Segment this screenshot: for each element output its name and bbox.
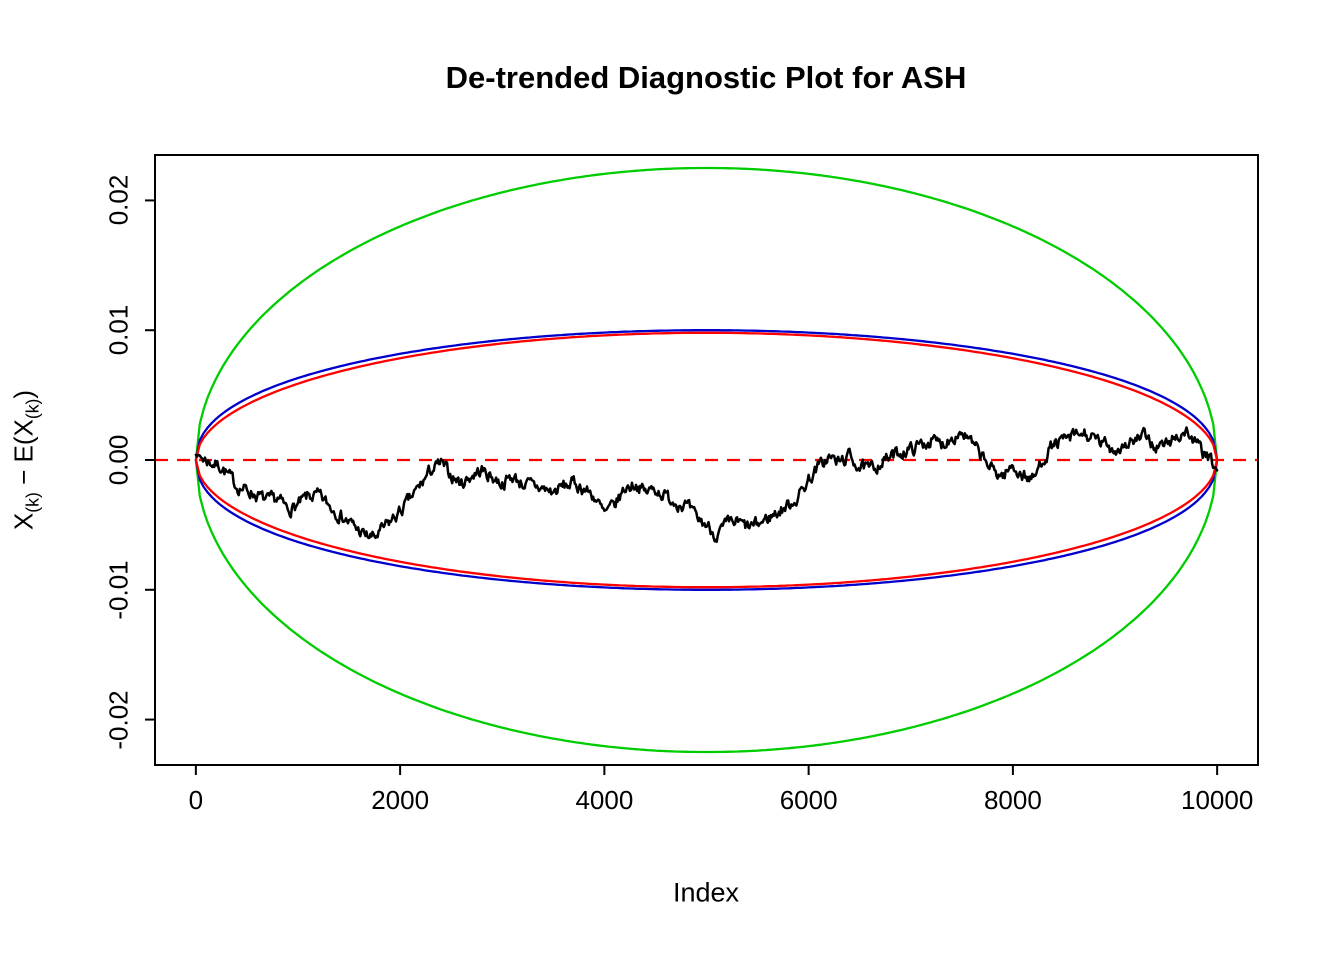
x-tick-label: 6000: [779, 785, 838, 815]
y-tick-label: 0.00: [103, 434, 134, 486]
ylabel-text: − E(X: [8, 419, 39, 493]
ylabel-text: X: [8, 512, 39, 531]
y-tick-label: 0.02: [103, 175, 134, 226]
chart-title: De-trended Diagnostic Plot for ASH: [445, 60, 967, 95]
detrended-order-statistics-line: [194, 426, 1219, 544]
ylabel-subscript: (k): [22, 398, 43, 420]
red-ellipse: [194, 331, 1219, 589]
x-tick-label: 0: [188, 785, 204, 815]
x-tick-label: 8000: [983, 785, 1042, 815]
y-tick-label: -0.01: [103, 560, 134, 620]
x-tick-label: 4000: [575, 785, 634, 815]
y-tick-label: -0.02: [103, 689, 134, 750]
ylabel-subscript: (k): [22, 492, 43, 513]
y-axis-label: X(k) − E(X(k)): [8, 390, 43, 530]
x-axis-label: Index: [672, 877, 740, 908]
ylabel-text: ): [8, 389, 39, 399]
x-tick-label: 10000: [1180, 785, 1254, 815]
x-tick-label: 2000: [371, 785, 430, 815]
y-tick-label: 0.01: [103, 304, 134, 356]
